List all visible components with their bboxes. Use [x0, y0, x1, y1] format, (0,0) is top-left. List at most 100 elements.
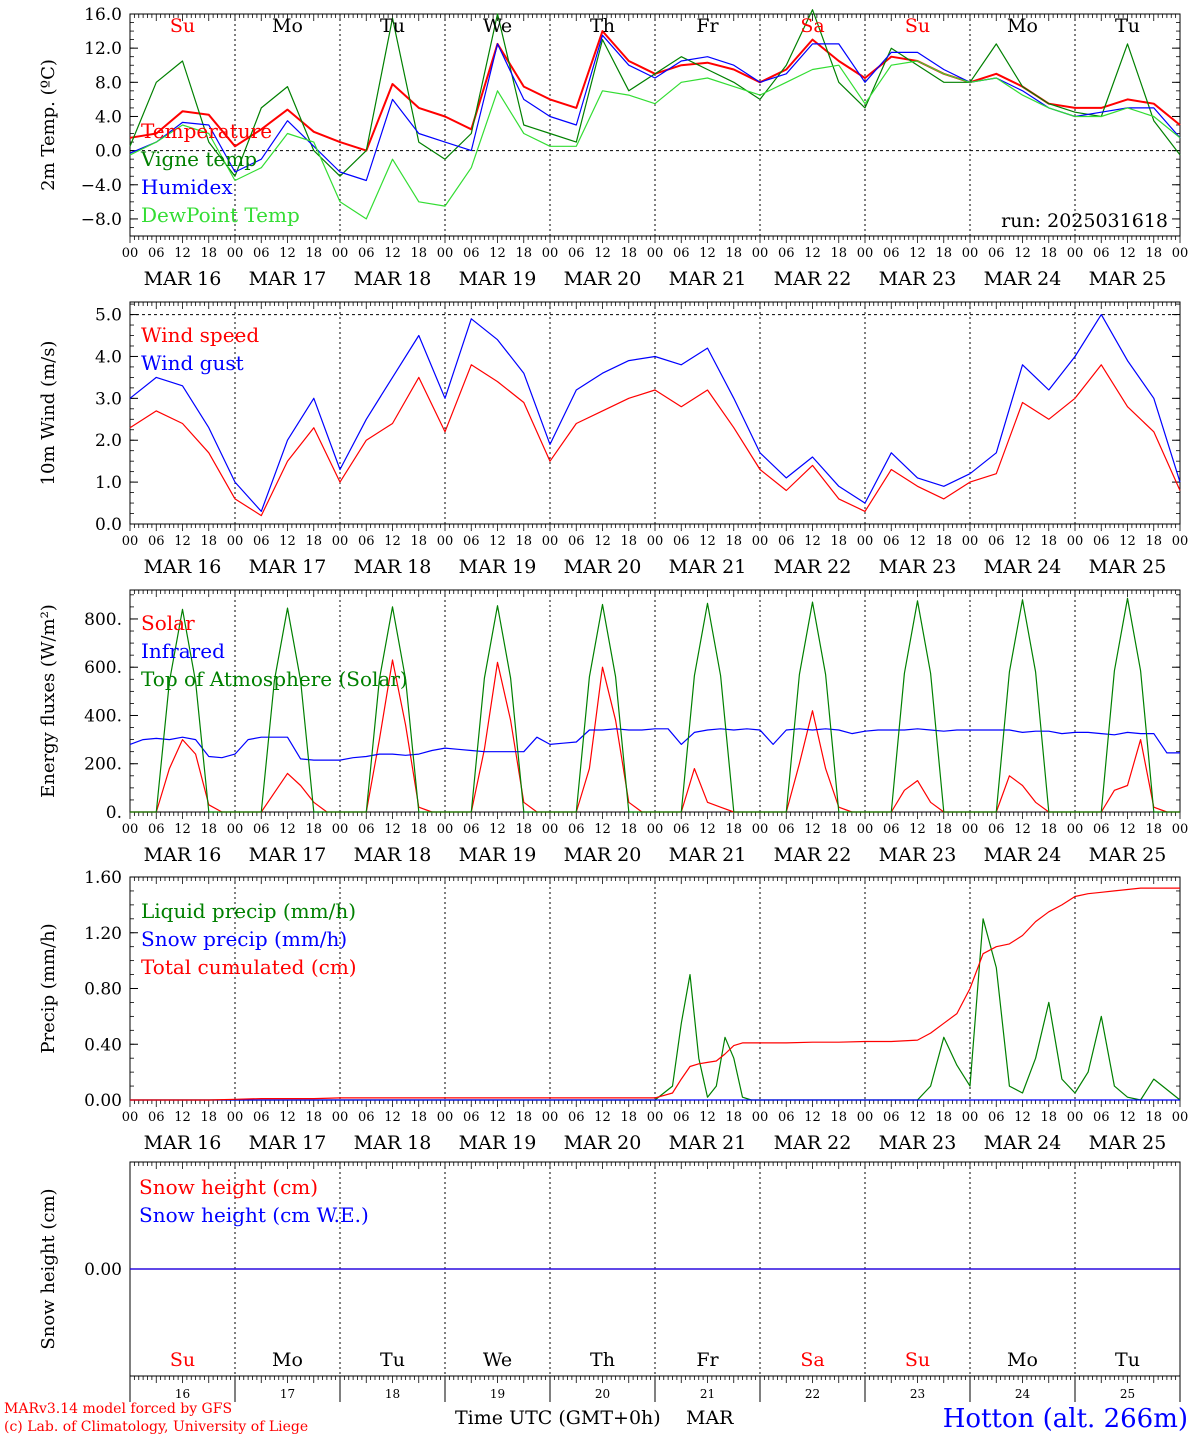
hour-tick-label: 12: [174, 534, 191, 549]
hour-tick-label: 06: [673, 534, 690, 549]
date-label: MAR 16: [144, 268, 222, 290]
y-axis-label: 2m Temp. (ºC): [38, 59, 59, 191]
hour-tick-label: 00: [332, 246, 349, 261]
hour-tick-label: 18: [1145, 534, 1162, 549]
y-axis-label: 10m Wind (m/s): [38, 341, 59, 486]
y-tick-label: 0.: [106, 803, 122, 823]
date-label: MAR 21: [669, 844, 747, 866]
hour-tick-label: 18: [1145, 822, 1162, 837]
hour-tick-label: 00: [227, 1110, 244, 1125]
hour-tick-label: 12: [174, 822, 191, 837]
date-label: MAR 25: [1089, 268, 1167, 290]
y-tick-label: 0.0: [95, 142, 122, 162]
hour-tick-label: 00: [437, 1110, 454, 1125]
weekday-label: Su: [170, 15, 195, 37]
hour-tick-label: 12: [1119, 246, 1136, 261]
day-number-label: 19: [490, 1387, 505, 1401]
day-number-label: 23: [910, 1387, 925, 1401]
hour-tick-label: 00: [437, 534, 454, 549]
y-tick-label: 4.0: [95, 107, 122, 127]
hour-tick-label: 06: [988, 822, 1005, 837]
hour-tick-label: 06: [463, 246, 480, 261]
series-line-humidex: [129, 34, 1181, 182]
hour-tick-label: 06: [1093, 1110, 1110, 1125]
hour-tick-label: 12: [489, 246, 506, 261]
hour-tick-label: 18: [515, 822, 532, 837]
date-label: MAR 24: [984, 268, 1062, 290]
day-number-label: 24: [1015, 1387, 1031, 1401]
hour-tick-label: 06: [148, 822, 165, 837]
date-label: MAR 22: [774, 844, 852, 866]
hour-tick-label: 12: [384, 534, 401, 549]
hour-tick-label: 06: [988, 246, 1005, 261]
date-label: MAR 17: [249, 556, 327, 578]
hour-tick-label: 00: [1172, 1110, 1189, 1125]
hour-tick-label: 06: [463, 1110, 480, 1125]
date-label: MAR 17: [249, 1132, 327, 1154]
hour-tick-label: 18: [410, 246, 427, 261]
hour-tick-label: 12: [174, 246, 191, 261]
hour-tick-label: 18: [725, 534, 742, 549]
hour-tick-label: 18: [830, 822, 847, 837]
hour-tick-label: 12: [804, 1110, 821, 1125]
hour-tick-label: 00: [542, 246, 559, 261]
panel-snow: 0.00 Snow height (cm) Snow height (cm) Snow…: [38, 1161, 1181, 1402]
run-label: run: 2025031618: [1001, 210, 1168, 232]
date-label: MAR 17: [249, 268, 327, 290]
hour-tick-label: 12: [909, 246, 926, 261]
hour-tick-label: 00: [752, 246, 769, 261]
weekday-label: We: [483, 15, 512, 37]
hour-tick-label: 00: [227, 822, 244, 837]
hour-tick-label: 12: [594, 534, 611, 549]
hour-tick-label: 00: [437, 246, 454, 261]
hour-tick-label: 18: [200, 1110, 217, 1125]
hour-tick-label: 00: [227, 246, 244, 261]
hour-tick-label: 00: [962, 246, 979, 261]
date-label: MAR 19: [459, 844, 537, 866]
hour-tick-label: 00: [647, 822, 664, 837]
hour-tick-label: 06: [253, 534, 270, 549]
hour-tick-label: 12: [1014, 534, 1031, 549]
hour-tick-label: 06: [673, 1110, 690, 1125]
y-tick-label: 600.: [84, 658, 122, 678]
hour-tick-label: 00: [542, 534, 559, 549]
hour-tick-label: 00: [1067, 822, 1084, 837]
hour-tick-label: 12: [909, 822, 926, 837]
hour-tick-label: 06: [568, 822, 585, 837]
hour-tick-label: 18: [515, 1110, 532, 1125]
hour-tick-label: 12: [1014, 822, 1031, 837]
hour-tick-label: 18: [1145, 246, 1162, 261]
hour-tick-label: 12: [699, 822, 716, 837]
panel-precip: 0.00 0.40 0.80 1.20 1.60 Precip (mm/h) 00 06 12 1…: [38, 868, 1188, 1154]
series-line-top-of-atmosphere-solar-: [130, 597, 1180, 813]
hour-tick-label: 18: [410, 822, 427, 837]
credit-line-1: MARv3.14 model forced by GFS: [4, 1401, 232, 1417]
hour-tick-label: 18: [620, 246, 637, 261]
legend-entry: Snow precip (mm/h): [141, 927, 347, 951]
hour-tick-label: 18: [830, 246, 847, 261]
hour-tick-label: 00: [962, 534, 979, 549]
hour-tick-label: 18: [935, 1110, 952, 1125]
hour-tick-label: 00: [542, 1110, 559, 1125]
hour-tick-label: 12: [594, 822, 611, 837]
hour-tick-label: 00: [752, 534, 769, 549]
hour-tick-label: 18: [200, 822, 217, 837]
weekday-label: Mo: [1007, 1349, 1038, 1371]
y-tick-label: 800.: [84, 610, 122, 630]
hour-tick-label: 18: [725, 822, 742, 837]
hour-tick-label: 18: [725, 246, 742, 261]
hour-tick-label: 18: [830, 1110, 847, 1125]
hour-tick-label: 00: [857, 1110, 874, 1125]
y-axis-label: Energy fluxes (W/m²): [38, 604, 59, 798]
hour-tick-label: 18: [935, 822, 952, 837]
hour-tick-label: 12: [279, 822, 296, 837]
hour-tick-label: 06: [1093, 534, 1110, 549]
legend-entry: Wind gust: [141, 351, 244, 375]
hour-tick-label: 12: [1014, 1110, 1031, 1125]
weekday-label: Mo: [1007, 15, 1038, 37]
date-label: MAR 23: [879, 844, 957, 866]
hour-tick-label: 12: [279, 246, 296, 261]
y-tick-label: −8.0: [81, 210, 122, 230]
station-label: Hotton (alt. 266m): [943, 1404, 1188, 1434]
legend-entry: Snow height (cm W.E.): [139, 1203, 369, 1227]
